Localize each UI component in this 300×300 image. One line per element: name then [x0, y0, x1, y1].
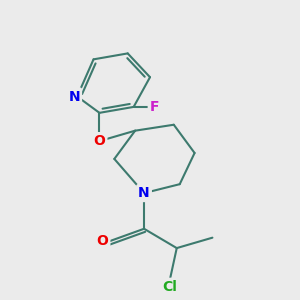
Text: N: N	[138, 186, 150, 200]
Text: O: O	[94, 134, 105, 148]
Text: N: N	[68, 89, 80, 103]
Text: F: F	[150, 100, 159, 114]
Text: O: O	[97, 234, 108, 248]
Text: Cl: Cl	[162, 280, 177, 294]
